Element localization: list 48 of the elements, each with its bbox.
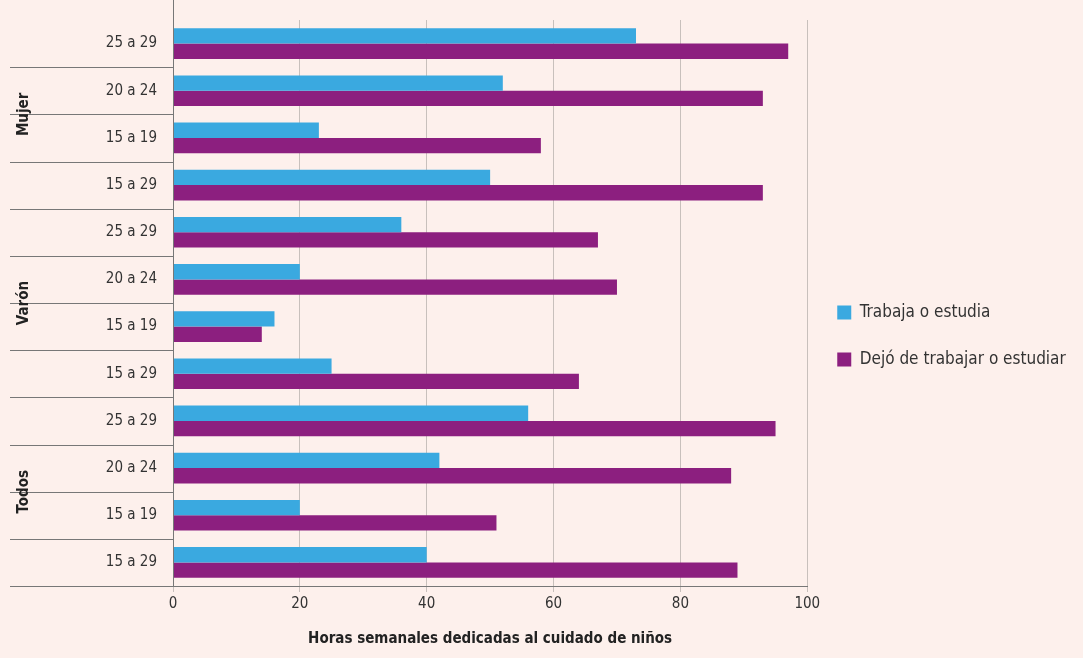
x-tick-label: 0 [168,593,178,612]
bar [173,358,332,374]
bar [173,562,738,578]
legend-label: Trabaja o estudia [858,300,991,321]
bar [173,499,300,516]
y-tick-label: 20 a 24 [105,80,157,99]
bar [173,279,617,295]
bar [173,452,440,469]
y-tick-label: 15 a 29 [105,552,157,571]
bar [173,75,503,91]
y-tick-label: 25 a 29 [105,33,157,52]
bar [173,169,491,186]
text: Varón [13,280,32,326]
x-axis-title: Horas semanales dedicadas al cuidado de niños [308,628,673,647]
x-tick-label: 80 [671,593,689,612]
bar [173,90,763,107]
x-tick-label: 100 [794,593,821,612]
bar [173,264,300,280]
text: Todos [13,469,32,514]
y-tick-label: 20 a 24 [105,457,157,476]
y-tick-label: 15 a 19 [105,127,157,146]
bar [173,468,732,484]
y-tick-label: 15 a 29 [105,174,157,193]
bar [173,326,262,342]
bar [173,373,579,390]
x-tick-label: 60 [544,593,563,612]
y-tick-label: 15 a 29 [105,363,157,382]
bar [173,547,427,563]
x-tick-label: 40 [418,593,436,612]
bar [173,515,497,531]
bar [173,420,776,437]
y-tick-label: 15 a 19 [105,316,157,335]
bar [173,185,763,201]
x-tick-label: 20 [291,593,309,612]
bar [173,122,319,138]
legend-label: Dejó de trabajar o estudiar [859,347,1067,368]
bar [173,137,541,154]
y-tick-label: 15 a 19 [105,505,157,524]
bar [173,232,598,248]
bar [173,216,402,233]
text: Mujer [13,92,32,137]
y-tick-label: 25 a 29 [105,410,157,429]
y-tick-label: 25 a 29 [105,222,157,241]
y-tick-label: 20 a 24 [105,269,157,288]
bar [173,43,789,59]
bar [173,405,529,421]
bar [173,311,275,327]
bar [173,28,636,44]
